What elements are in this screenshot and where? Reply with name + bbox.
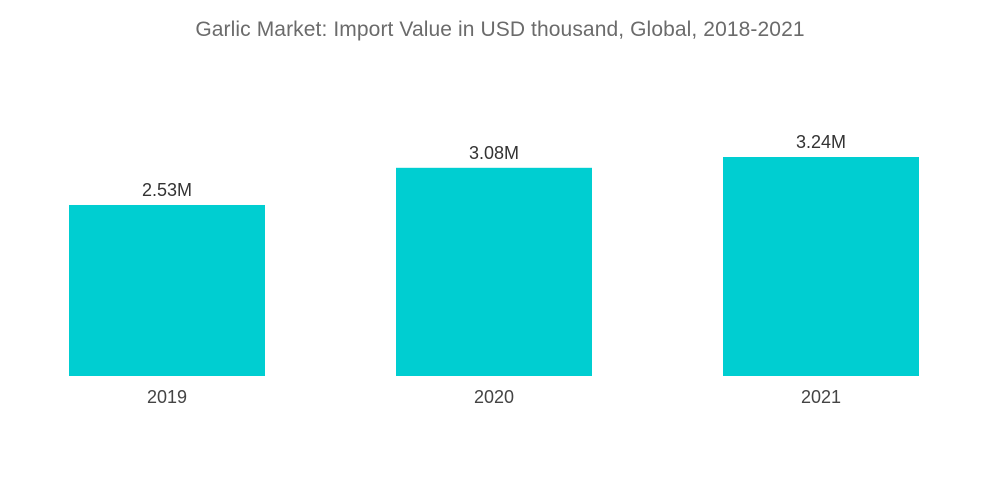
labels-layer: 2.53M 2019 3.08M 2020 3.24M 2021 xyxy=(142,132,846,407)
value-label-2020: 3.08M xyxy=(469,143,519,163)
bar-2021 xyxy=(723,157,919,376)
bar-2019 xyxy=(69,204,265,376)
chart-title: Garlic Market: Import Value in USD thous… xyxy=(195,18,805,41)
x-tick-label-2019: 2019 xyxy=(147,387,187,407)
bar-2020 xyxy=(396,167,592,376)
bars-layer xyxy=(69,157,919,376)
x-tick-label-2021: 2021 xyxy=(801,387,841,407)
value-label-2021: 3.24M xyxy=(796,132,846,152)
value-label-2019: 2.53M xyxy=(142,180,192,200)
x-tick-label-2020: 2020 xyxy=(474,387,514,407)
